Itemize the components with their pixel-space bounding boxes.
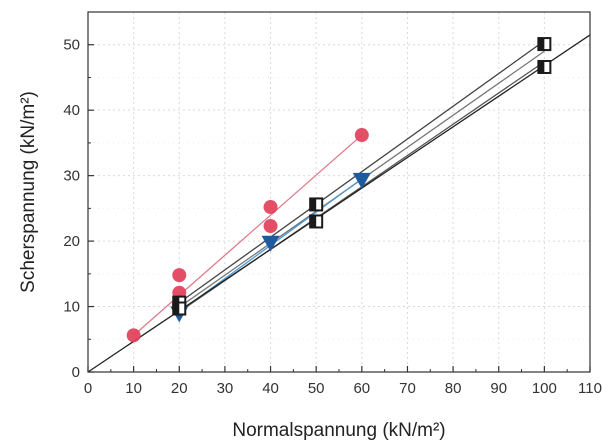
x-tick-label: 20 [171,380,188,397]
y-tick-label: 40 [63,102,80,119]
x-tick-label: 90 [490,380,507,397]
y-tick-label: 10 [63,299,80,316]
fit-line [87,34,591,373]
fit-lines [87,34,591,373]
x-tick-label: 50 [308,380,325,397]
data-point-circle [263,219,278,234]
y-tick-label: 50 [63,37,80,54]
data-point-triangle [352,172,371,189]
data-point-square [537,59,552,74]
x-tick-label: 110 [578,380,602,397]
grid [88,12,590,372]
x-tick-label: 10 [125,380,142,397]
x-tick-label: 40 [262,380,279,397]
x-axis-title: Normalspannung (kN/m²) [232,420,445,441]
fit-line [133,134,363,336]
data-point-circle [172,268,187,283]
plot-frame [87,11,591,373]
data-point-square [309,197,324,212]
y-tick-label: 20 [63,233,80,250]
data-point-circle [354,128,369,143]
x-tick-label: 100 [532,380,557,397]
y-tick-label: 30 [63,168,80,185]
data-point-square [309,214,324,229]
data-point-square [537,37,552,52]
x-tick-label: 60 [353,380,370,397]
x-tick-label: 0 [84,380,92,397]
axes: 0 10 20 30 40 50 60 70 80 90 100 110 0 10 20 30 40 50 [63,37,602,397]
fit-line [178,40,545,304]
data-point-triangle [261,235,280,252]
y-tick-label: 0 [72,364,80,381]
data-point-square [172,301,187,316]
data-points [126,37,552,343]
x-tick-label: 80 [445,380,462,397]
data-point-circle [126,328,141,343]
y-axis-title: Scherspannung (kN/m²) [18,91,39,293]
x-tick-label: 70 [399,380,416,397]
data-point-circle [263,200,278,215]
x-tick-label: 30 [217,380,234,397]
